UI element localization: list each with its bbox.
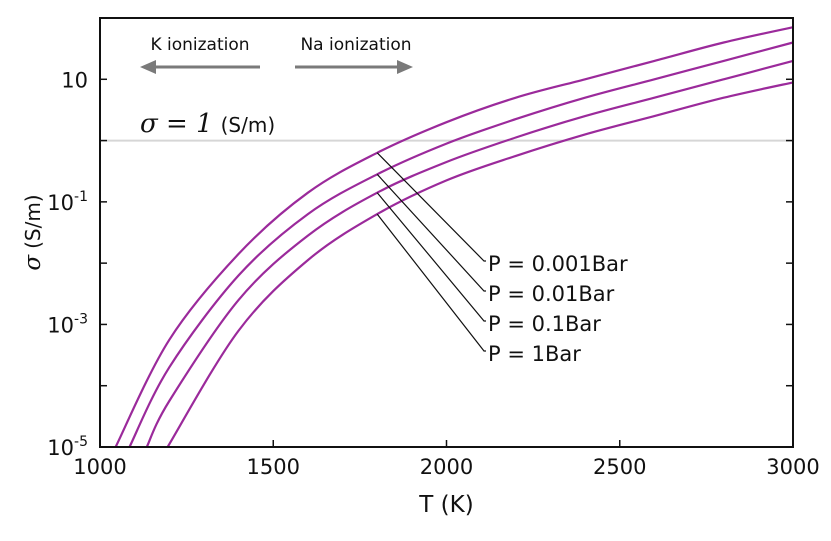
pressure-label-3: P = 0.1Bar — [488, 312, 601, 336]
leader-line-1 — [376, 152, 486, 262]
y-tick-label-4: 10 — [61, 68, 88, 92]
leader-layer — [376, 152, 486, 352]
y-tick-label-2: 10-3 — [47, 311, 88, 337]
pressure-label-2: P = 0.01Bar — [488, 282, 615, 306]
y-axis-unit: (S/m) — [21, 194, 45, 249]
y-axis-title: σ (S/m) — [20, 194, 46, 270]
annotation-k-ionization: K ionization — [150, 35, 249, 55]
y-tick-base: 10 — [47, 191, 74, 215]
reference-symbol: σ = 1 — [140, 109, 213, 139]
series-layer — [114, 26, 794, 448]
series-line-3 — [145, 59, 794, 448]
x-tick-label-4: 2500 — [593, 455, 646, 479]
y-tick-base: 10 — [61, 68, 88, 92]
na-ionization-arrow-head — [397, 60, 413, 74]
y-tick-label-1: 10-5 — [47, 434, 88, 460]
annotation-na-ionization: Na ionization — [300, 35, 411, 55]
text-layer: P = 0.001Bar P = 0.01Bar P = 0.1Bar P = 1Ba… — [20, 35, 820, 518]
pressure-label-4: P = 1Bar — [488, 342, 581, 366]
y-tick-base: 10 — [47, 436, 74, 460]
x-tick-label-2: 1500 — [247, 455, 300, 479]
tick-layer — [99, 17, 794, 448]
y-tick-exponent: -1 — [74, 189, 88, 205]
y-axis-symbol: σ — [20, 254, 46, 271]
leader-line-2 — [376, 173, 486, 292]
y-tick-exponent: -3 — [74, 311, 88, 327]
leader-line-4 — [376, 213, 486, 352]
reference-line-label: σ = 1 (S/m) — [140, 109, 275, 139]
x-axis-title: T (K) — [418, 492, 473, 518]
series-line-4 — [166, 81, 794, 448]
reference-unit: (S/m) — [221, 113, 276, 137]
x-tick-label-3: 2000 — [420, 455, 473, 479]
x-tick-label-1: 1000 — [73, 455, 126, 479]
y-tick-base: 10 — [47, 313, 74, 337]
series-line-2 — [128, 41, 794, 448]
y-tick-label-3: 10-1 — [47, 189, 88, 215]
k-ionization-arrow-head — [140, 60, 156, 74]
leader-line-3 — [376, 192, 486, 322]
series-line-1 — [114, 26, 794, 448]
y-tick-exponent: -5 — [74, 434, 88, 450]
x-tick-label-5: 3000 — [766, 455, 819, 479]
pressure-label-1: P = 0.001Bar — [488, 252, 628, 276]
